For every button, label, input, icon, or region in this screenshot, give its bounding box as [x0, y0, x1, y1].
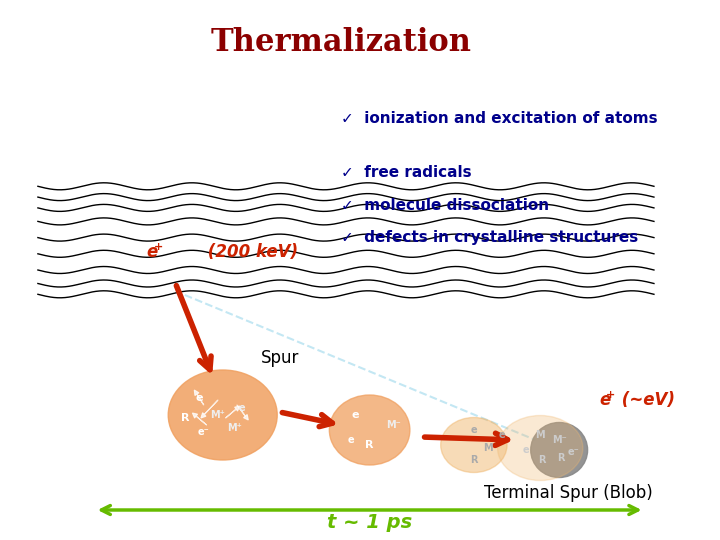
- Ellipse shape: [441, 417, 507, 472]
- Text: ✓  molecule dissociation: ✓ molecule dissociation: [341, 198, 549, 213]
- Text: M: M: [536, 430, 545, 440]
- Text: R: R: [557, 453, 564, 463]
- FancyArrow shape: [201, 400, 218, 418]
- Text: e: e: [351, 410, 359, 420]
- Text: e: e: [599, 391, 611, 409]
- FancyArrow shape: [225, 406, 240, 418]
- FancyArrow shape: [237, 405, 248, 420]
- Text: e⁻: e⁻: [198, 427, 210, 437]
- Text: R: R: [365, 440, 374, 450]
- Text: e⁻: e⁻: [567, 447, 580, 457]
- Text: e: e: [347, 435, 354, 445]
- Text: R: R: [181, 413, 189, 423]
- Text: M⁻: M⁻: [386, 420, 401, 430]
- Text: +: +: [153, 242, 163, 252]
- Text: e: e: [471, 425, 477, 435]
- Text: e: e: [195, 393, 203, 403]
- Text: ✓  defects in crystalline structures: ✓ defects in crystalline structures: [341, 230, 639, 245]
- Ellipse shape: [498, 415, 583, 481]
- Text: (200 keV): (200 keV): [202, 243, 298, 261]
- Text: ✓  ionization and excitation of atoms: ✓ ionization and excitation of atoms: [341, 111, 658, 126]
- Text: R: R: [470, 455, 477, 465]
- Text: Thermalization: Thermalization: [211, 27, 472, 58]
- Text: M⁺: M⁺: [228, 423, 243, 433]
- FancyArrow shape: [192, 413, 207, 425]
- Text: e: e: [146, 243, 157, 261]
- Text: M⁺: M⁺: [210, 410, 225, 420]
- Text: t ~ 1 ps: t ~ 1 ps: [327, 512, 413, 531]
- Text: +: +: [606, 390, 615, 400]
- Text: M⁻: M⁻: [552, 435, 567, 445]
- FancyArrow shape: [194, 390, 204, 405]
- Text: ✓  free radicals: ✓ free radicals: [341, 165, 472, 180]
- Text: e: e: [499, 430, 505, 440]
- Text: e: e: [238, 403, 245, 413]
- Text: (~eV): (~eV): [616, 391, 675, 409]
- Text: Spur: Spur: [261, 349, 299, 367]
- Text: e: e: [523, 445, 529, 455]
- Text: Terminal Spur (Blob): Terminal Spur (Blob): [485, 484, 653, 502]
- Ellipse shape: [168, 370, 277, 460]
- Text: R: R: [539, 455, 546, 465]
- Text: M: M: [483, 443, 493, 453]
- Ellipse shape: [531, 422, 588, 477]
- Ellipse shape: [329, 395, 410, 465]
